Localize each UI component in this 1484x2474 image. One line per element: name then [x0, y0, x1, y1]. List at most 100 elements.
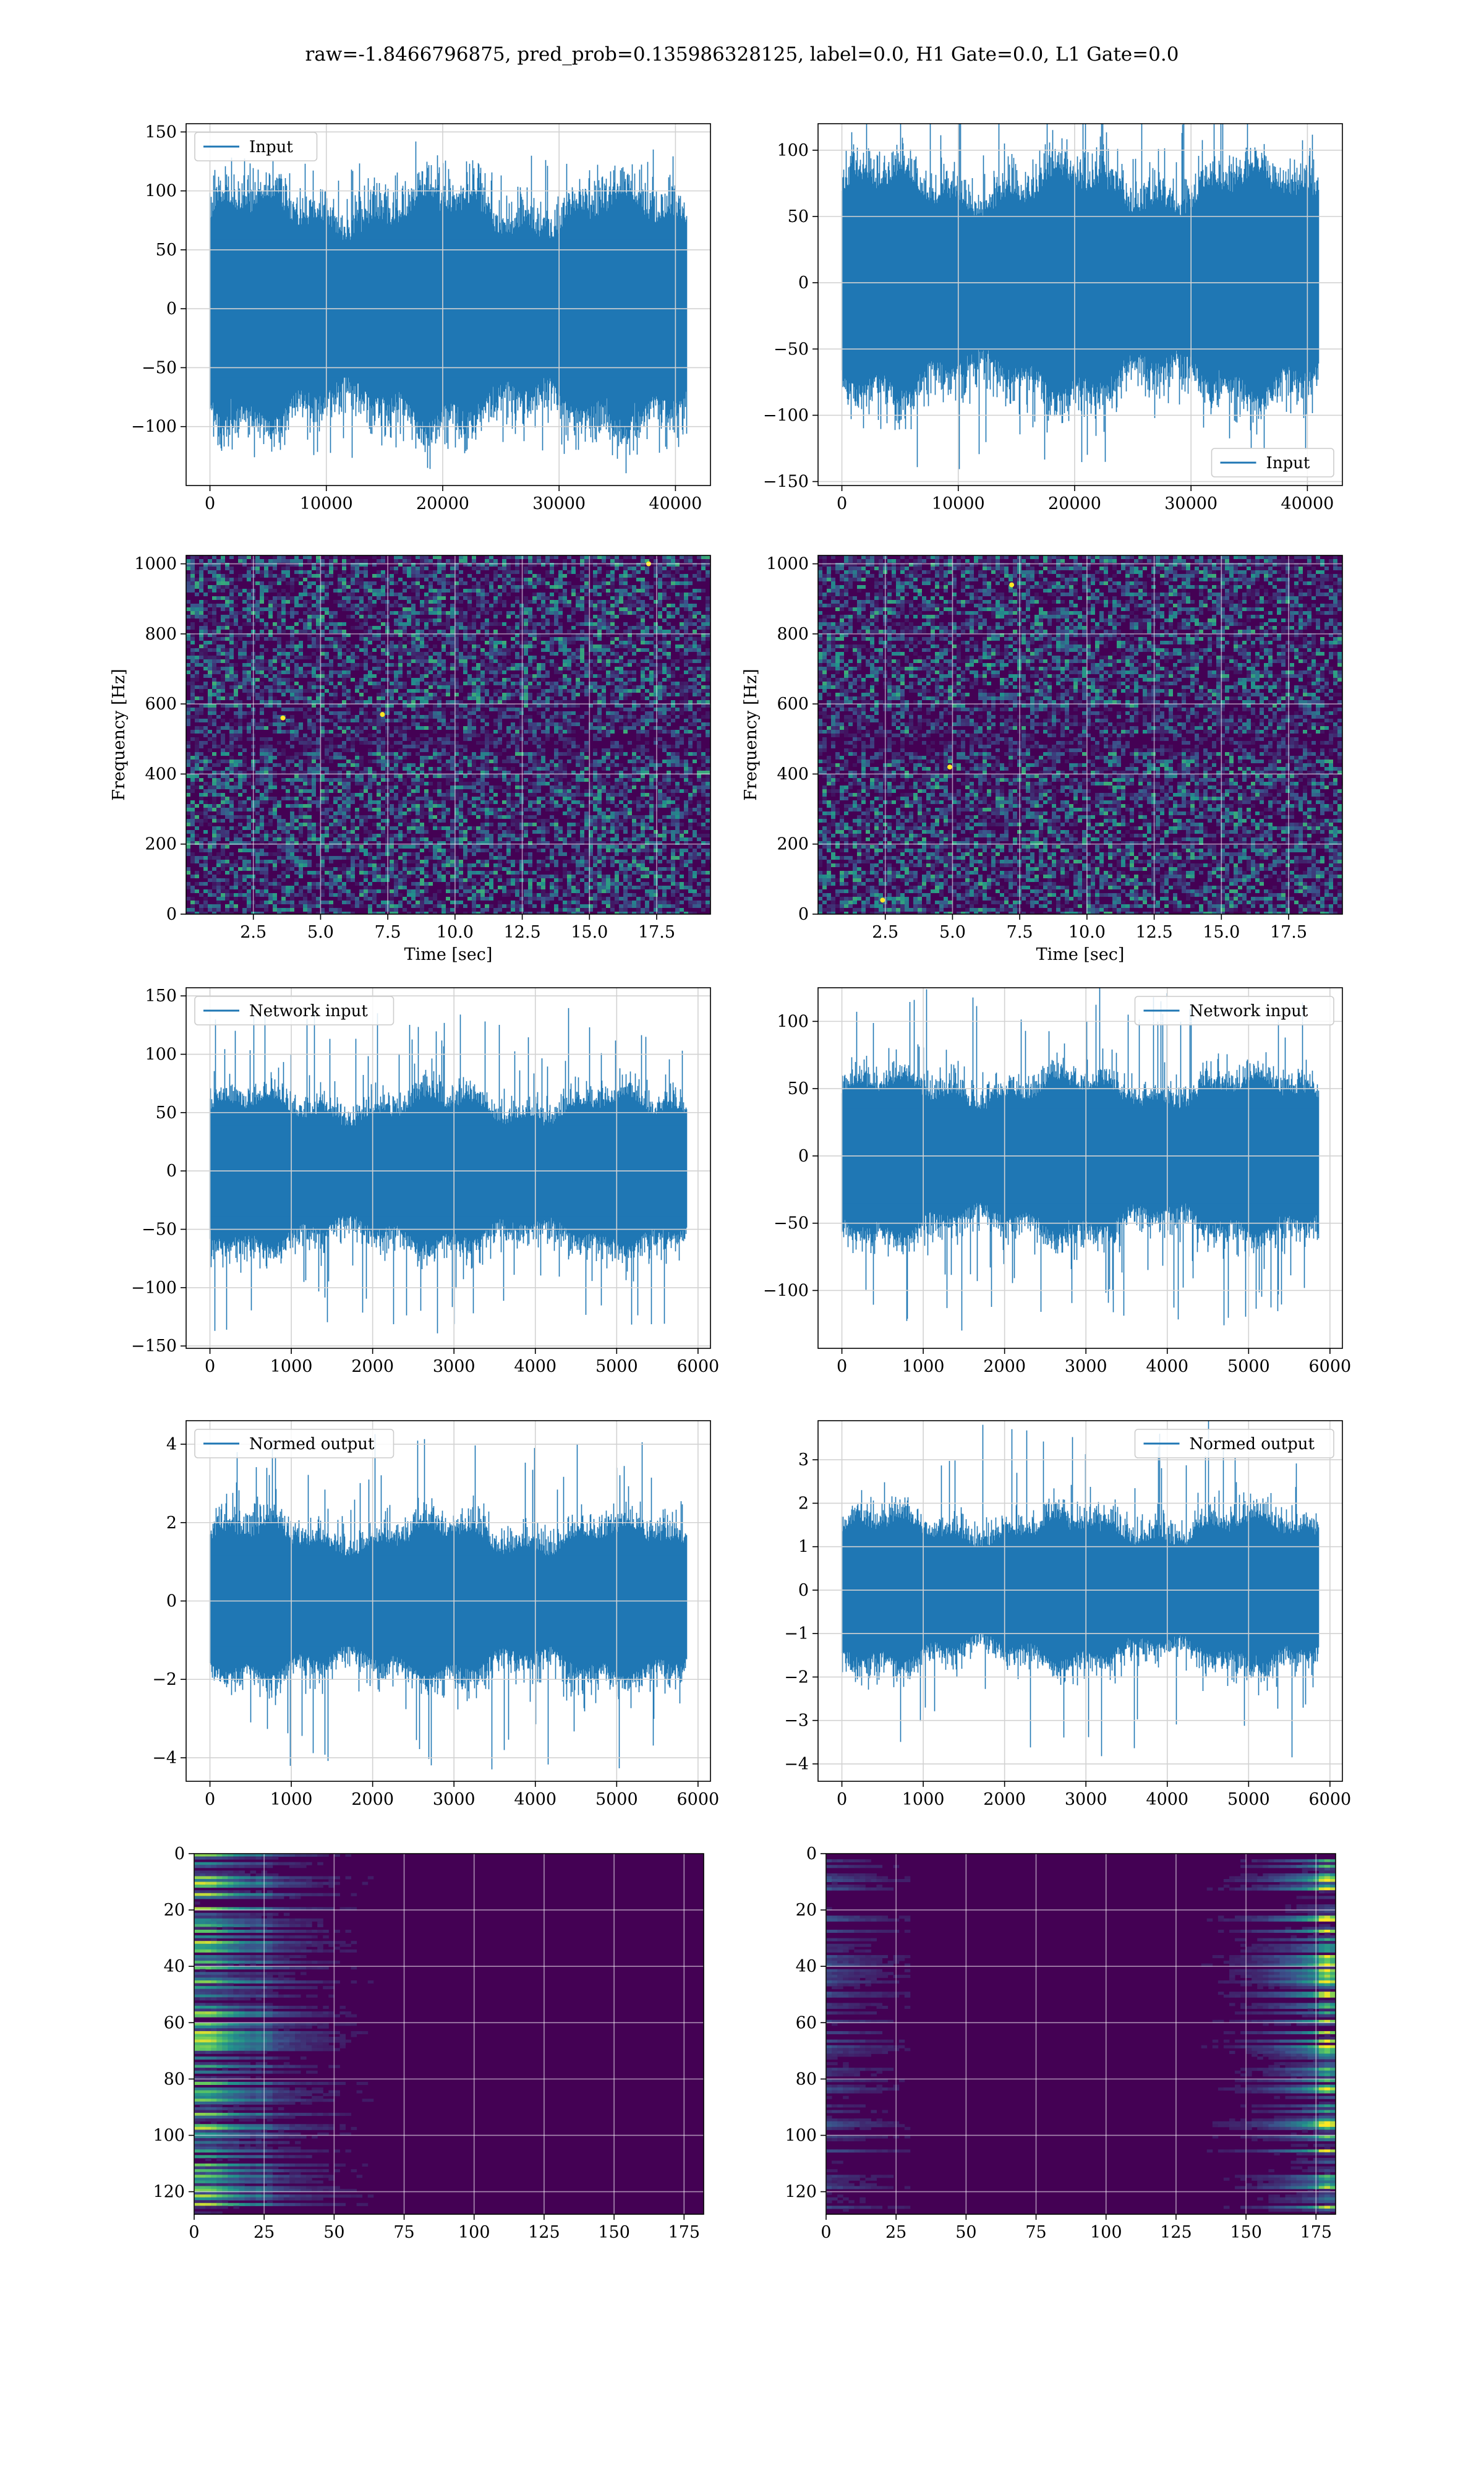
input_l1-ytick-label-2: −50 — [774, 340, 809, 359]
norm_h1-ytick-label-4: 4 — [166, 1435, 177, 1454]
feat_l1-ytick-label-2: 40 — [796, 1957, 817, 1976]
spec_h1-hotspot-1 — [380, 712, 385, 717]
spec_h1-xtick-label-2: 7.5 — [375, 923, 401, 942]
input_l1-ytick-label-1: −100 — [763, 406, 809, 425]
input_l1-ytick-label-5: 100 — [777, 141, 809, 160]
feat_h1-xtick-label-2: 50 — [323, 2223, 344, 2242]
input_l1-xtick-label-2: 20000 — [1048, 494, 1101, 513]
feat_l1-ytick-label-3: 60 — [796, 2013, 817, 2032]
netin_h1-xtick-label-3: 3000 — [433, 1357, 475, 1376]
norm_l1-ytick-label-1: −3 — [784, 1711, 809, 1731]
norm_h1-ytick-label-0: −4 — [152, 1748, 177, 1768]
input_h1-ytick-label-1: −50 — [142, 358, 177, 377]
feat_l1-xtick-label-6: 150 — [1230, 2223, 1262, 2242]
input_h1-legend: Input — [194, 132, 318, 161]
feat_l1-xtick-label-7: 175 — [1300, 2223, 1333, 2242]
input_l1-ytick-label-4: 50 — [788, 207, 809, 226]
netin_l1-ytick-label-1: −50 — [774, 1214, 809, 1233]
feat_h1-xtick-label-5: 125 — [528, 2223, 560, 2242]
input_l1-frame — [817, 123, 1343, 486]
netin_l1-ytick-label-0: −100 — [763, 1281, 809, 1300]
netin_h1-ytick-label-2: −50 — [142, 1220, 177, 1239]
input_h1-xtick-label-2: 20000 — [416, 494, 469, 513]
norm_h1-ytick-label-2: 0 — [166, 1592, 177, 1611]
input_l1-legend-label: Input — [1266, 454, 1310, 473]
netin_l1-ytick-label-3: 50 — [788, 1079, 809, 1098]
netin_h1-xtick-label-0: 0 — [205, 1357, 215, 1376]
input_h1-ytick-label-0: −100 — [131, 417, 177, 437]
spec_h1-xtick-label-3: 10.0 — [437, 923, 474, 942]
spec_h1-xtick-label-4: 12.5 — [504, 923, 541, 942]
spec_h1-ytick-label-2: 400 — [145, 764, 177, 784]
feat_l1-ytick-label-1: 20 — [796, 1901, 817, 1920]
norm_l1-ytick-label-0: −4 — [784, 1755, 809, 1774]
spec_l1-xtick-label-0: 2.5 — [872, 923, 898, 942]
spec_l1-ylabel: Frequency [Hz] — [741, 669, 761, 800]
spec_l1-ytick-label-1: 200 — [777, 835, 809, 854]
norm_l1-xtick-label-0: 0 — [837, 1790, 847, 1809]
feat_l1-xtick-label-1: 25 — [885, 2223, 906, 2242]
feat_h1-ytick-label-1: 20 — [164, 1901, 185, 1920]
netin_h1-legend: Network input — [194, 996, 394, 1025]
spec_h1-xtick-label-6: 17.5 — [638, 923, 675, 942]
spec_h1-ytick-label-0: 0 — [166, 905, 177, 924]
norm_h1-xtick-label-3: 3000 — [433, 1790, 475, 1809]
feat_h1-ytick-label-2: 40 — [164, 1957, 185, 1976]
feat_l1-frame — [825, 1853, 1336, 2215]
netin_h1-ytick-label-5: 100 — [145, 1045, 177, 1064]
feat_l1-xtick-label-5: 125 — [1160, 2223, 1192, 2242]
norm_h1-xtick-label-1: 1000 — [270, 1790, 313, 1809]
input_h1-frame — [186, 123, 711, 486]
spec_l1-xlabel: Time [sec] — [1036, 945, 1125, 964]
netin_l1-xtick-label-4: 4000 — [1146, 1357, 1188, 1376]
spec_l1-frame — [817, 555, 1343, 915]
norm_l1-xtick-label-5: 5000 — [1227, 1790, 1270, 1809]
norm_l1-ytick-label-4: 0 — [798, 1581, 809, 1600]
spec_l1-hotspot-2 — [880, 897, 885, 903]
netin_l1-legend-label: Network input — [1190, 1002, 1308, 1021]
norm_h1-legend: Normed output — [194, 1429, 394, 1458]
norm_l1-legend: Normed output — [1134, 1429, 1334, 1458]
input_h1-ytick-label-2: 0 — [166, 299, 177, 319]
spec_l1-ytick-label-5: 1000 — [766, 555, 809, 574]
input_h1-xtick-label-3: 30000 — [532, 494, 586, 513]
feat_h1-axes: 0 25 50 75 100 125 150 175 0 20 40 60 80 100 120 — [153, 1844, 704, 2242]
spec_h1-ytick-label-5: 1000 — [134, 555, 177, 574]
netin_l1-ytick-label-4: 100 — [777, 1012, 809, 1031]
feat_l1-ytick-label-6: 120 — [785, 2183, 817, 2202]
norm_l1-xtick-label-2: 2000 — [983, 1790, 1026, 1809]
feat_h1-xtick-label-6: 150 — [598, 2223, 630, 2242]
netin_h1-ytick-label-6: 150 — [145, 987, 177, 1006]
input_h1-ytick-label-3: 50 — [156, 241, 177, 260]
norm_l1-xtick-label-6: 6000 — [1309, 1790, 1352, 1809]
netin_l1-xtick-label-6: 6000 — [1309, 1357, 1352, 1376]
feat_l1-xtick-label-4: 100 — [1090, 2223, 1122, 2242]
input_h1-axes: 0 10000 20000 30000 40000 −100 −50 0 50 100 150 Inp… — [131, 122, 711, 513]
norm_l1-xtick-label-1: 1000 — [902, 1790, 945, 1809]
input_h1-xtick-label-1: 10000 — [300, 494, 353, 513]
feat_h1-frame — [194, 1853, 704, 2215]
norm_l1-ytick-label-5: 1 — [798, 1538, 809, 1557]
spec_h1-xtick-label-5: 15.0 — [571, 923, 608, 942]
netin_h1-xtick-label-2: 2000 — [351, 1357, 394, 1376]
netin_h1-frame — [186, 987, 711, 1349]
norm_l1-ytick-label-6: 2 — [798, 1494, 809, 1513]
feat_h1-ytick-label-6: 120 — [153, 2183, 185, 2202]
norm_h1-xtick-label-6: 6000 — [677, 1790, 720, 1809]
norm_l1-axes: 0 1000 2000 3000 4000 5000 6000 −4 −3 −2 −1 0 1 2 3 Nor… — [784, 1420, 1352, 1809]
spec_h1-xtick-label-1: 5.0 — [307, 923, 334, 942]
spec_l1-xtick-label-2: 7.5 — [1007, 923, 1033, 942]
input_h1-xtick-label-0: 0 — [205, 494, 215, 513]
netin_h1-xtick-label-4: 4000 — [514, 1357, 556, 1376]
spec_l1-axes: 2.5 5.0 7.5 10.0 12.5 15.0 17.5 0 200 400 600 800 10… — [741, 555, 1343, 964]
input_h1-ytick-label-4: 100 — [145, 182, 177, 201]
norm_l1-xtick-label-4: 4000 — [1146, 1790, 1188, 1809]
input_l1-xtick-label-3: 30000 — [1164, 494, 1217, 513]
netin_l1-xtick-label-1: 1000 — [902, 1357, 945, 1376]
netin_h1-xtick-label-5: 5000 — [595, 1357, 638, 1376]
feat_l1-ytick-label-0: 0 — [806, 1844, 817, 1864]
spec_l1-xtick-label-3: 10.0 — [1068, 923, 1106, 942]
norm_h1-xtick-label-0: 0 — [205, 1790, 215, 1809]
